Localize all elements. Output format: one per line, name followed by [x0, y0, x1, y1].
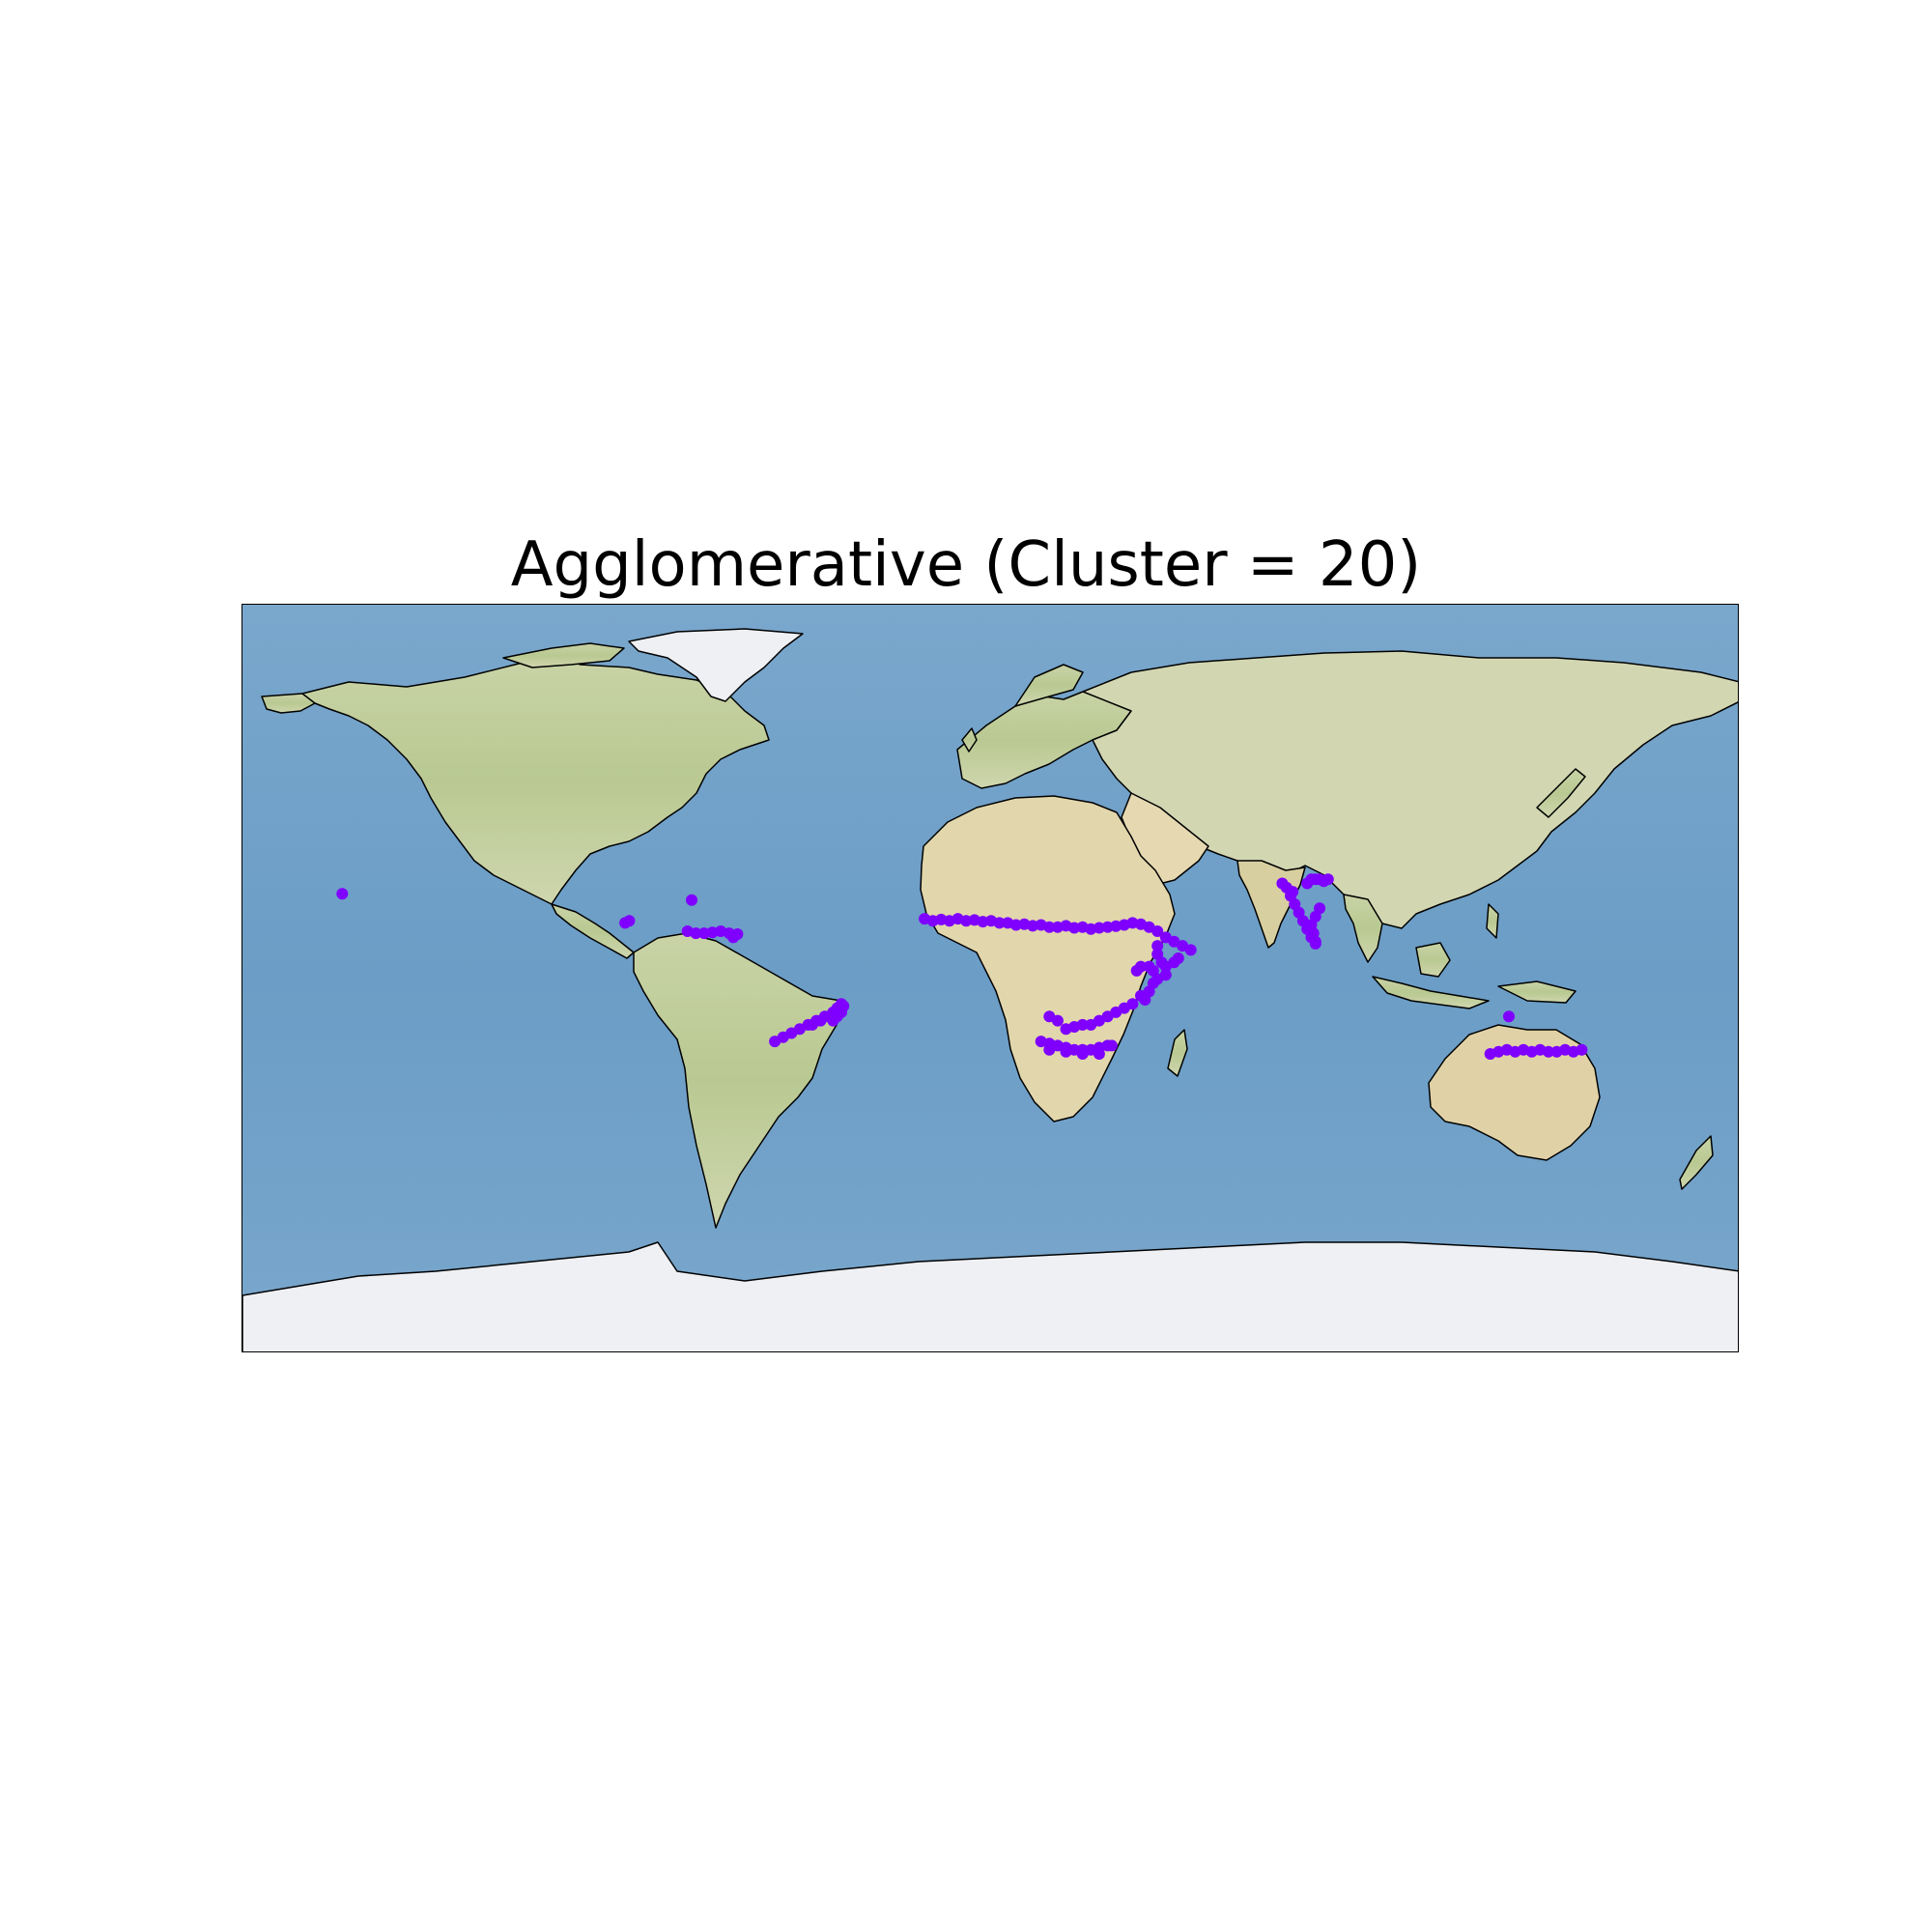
scatter-point [697, 927, 710, 940]
madagascar [1167, 1029, 1188, 1077]
scatter-point [1009, 919, 1022, 931]
scatter-point [686, 894, 697, 906]
australia [1428, 1024, 1601, 1161]
scatter-point [1143, 960, 1155, 973]
scatter-point [1105, 1039, 1118, 1052]
southeast-asia [1343, 894, 1383, 963]
scatter-point [1151, 940, 1164, 952]
scatter-point [1576, 1043, 1588, 1056]
world-map [242, 605, 1738, 1351]
scatter-point [1060, 1023, 1072, 1036]
scatter-point [769, 1036, 781, 1048]
scatter-point [1135, 989, 1147, 1002]
scatter-point [1159, 969, 1172, 981]
scatter-point [1172, 952, 1184, 964]
alaska [261, 693, 316, 714]
greenland [628, 628, 804, 702]
scatter-point [1093, 1048, 1105, 1060]
scatter-point [1307, 927, 1320, 940]
uk [961, 727, 978, 753]
chart-title: Agglomerative (Cluster = 20) [510, 529, 1422, 601]
scatter-point [1321, 873, 1334, 886]
scatter-point [1093, 922, 1105, 934]
scatter-point [960, 915, 973, 927]
scatter-point [1184, 944, 1197, 956]
indonesia [1372, 976, 1490, 1009]
scatter-point [1309, 937, 1321, 950]
scatter-point [1542, 1045, 1554, 1058]
scatter-point [1060, 1045, 1072, 1058]
scatter-point [336, 888, 349, 900]
scatter-point [681, 925, 694, 937]
scatter-point [1276, 877, 1289, 890]
map-axes [242, 604, 1739, 1352]
scatter-point [1068, 922, 1081, 934]
central-america [551, 903, 635, 959]
scandinavia [1014, 664, 1084, 707]
scatter-point [1043, 1010, 1056, 1023]
arctic-islands [502, 642, 625, 668]
scatter-point [1085, 1018, 1097, 1031]
new-guinea [1497, 980, 1577, 1004]
scatter-point [1503, 1010, 1515, 1023]
south-america [633, 932, 842, 1229]
japan [1536, 768, 1586, 818]
scatter-point [1151, 925, 1164, 937]
north-america [301, 657, 770, 905]
scatter-point [1076, 1048, 1089, 1060]
scatter-point [1130, 964, 1143, 977]
scatter-point [827, 1014, 839, 1027]
scatter-point [619, 917, 632, 929]
borneo [1415, 942, 1451, 978]
scatter-point [727, 931, 740, 944]
philippines [1486, 903, 1499, 939]
scatter-points [336, 873, 1588, 1060]
scatter-point [993, 917, 1006, 929]
scatter-point [1043, 1043, 1056, 1056]
new-zealand [1679, 1135, 1714, 1190]
antarctica [242, 1241, 1738, 1351]
scatter-point [1043, 921, 1056, 933]
